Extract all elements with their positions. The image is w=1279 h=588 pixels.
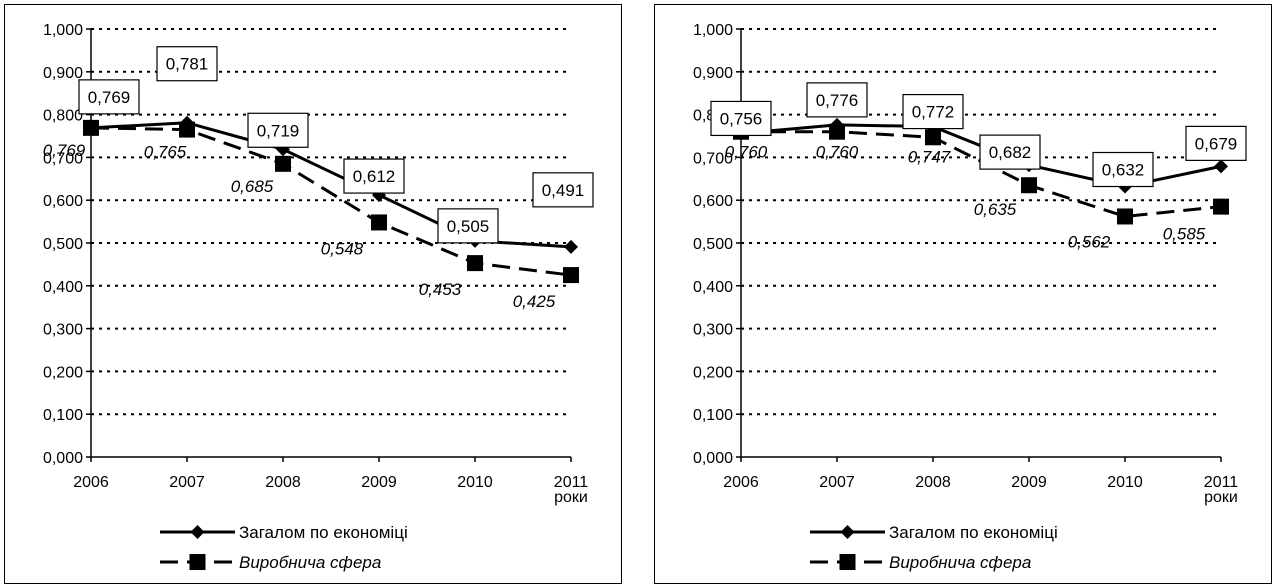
data-label-vyrobnycha-sfera: 0,585 <box>1163 225 1206 244</box>
y-tick-label: 0,200 <box>693 364 733 381</box>
x-tick-label: 2008 <box>915 474 951 491</box>
x-axis-unit-label: роки <box>554 489 588 506</box>
data-point-zahalom <box>1214 159 1228 174</box>
data-label-zahalom: 0,491 <box>542 181 585 200</box>
line-chart-right: 0,000 0,100 0,200 0,300 0,400 0,500 0,600 0,700… <box>693 22 1247 572</box>
data-label-vyrobnycha-sfera: 0,765 <box>144 143 187 162</box>
y-tick-label: 0,000 <box>43 450 83 467</box>
legend-marker-zahalom <box>840 525 855 539</box>
x-tick-label: 2008 <box>265 474 301 491</box>
data-point-vyrobnycha-sfera <box>371 214 387 231</box>
data-label-zahalom: 0,719 <box>257 121 300 140</box>
x-tick-label: 2006 <box>723 474 759 491</box>
data-label-vyrobnycha-sfera: 0,760 <box>816 143 859 162</box>
data-label-box-zahalom <box>532 172 594 208</box>
data-label-zahalom: 0,769 <box>88 88 131 107</box>
data-point-vyrobnycha-sfera <box>467 255 483 272</box>
y-tick-label: 0,000 <box>693 450 733 467</box>
data-point-vyrobnycha-sfera <box>1117 208 1133 225</box>
data-point-zahalom <box>84 120 98 135</box>
data-label-zahalom: 0,632 <box>1102 161 1145 180</box>
data-point-zahalom <box>830 117 844 132</box>
y-tick-label: 0,600 <box>43 193 83 210</box>
y-tick-label: 0,100 <box>693 407 733 424</box>
data-point-vyrobnycha-sfera <box>925 129 941 146</box>
legend-marker-zahalom <box>190 525 205 539</box>
y-tick-label: 0,900 <box>43 65 83 82</box>
legend-label-zahalom: Загалом по економіці <box>239 523 408 542</box>
y-tick-label: 0,500 <box>693 236 733 253</box>
data-label-zahalom: 0,772 <box>912 103 955 122</box>
data-label-box-zahalom <box>1092 151 1154 188</box>
legend-label-vyrobnycha-sfera: Виробнича сфера <box>889 553 1031 572</box>
x-tick-label: 2010 <box>457 474 493 491</box>
data-point-vyrobnycha-sfera <box>275 155 291 172</box>
y-tick-label: 0,500 <box>43 236 83 253</box>
data-label-box-zahalom <box>1185 125 1247 161</box>
data-label-box-zahalom <box>806 82 868 118</box>
data-label-box-zahalom <box>156 46 218 82</box>
data-point-vyrobnycha-sfera <box>563 267 579 284</box>
legend-marker-vyrobnycha-sfera <box>189 554 206 570</box>
data-label-vyrobnycha-sfera: 0,769 <box>43 141 86 160</box>
y-tick-label: 0,400 <box>43 279 83 296</box>
y-tick-label: 0,800 <box>43 108 83 125</box>
y-tick-label: 1,000 <box>43 22 83 39</box>
y-tick-label: 0,300 <box>43 322 83 339</box>
data-label-vyrobnycha-sfera: 0,685 <box>231 177 274 196</box>
data-label-box-zahalom <box>247 112 309 148</box>
data-point-zahalom <box>180 115 194 130</box>
y-tick-label: 1,000 <box>693 22 733 39</box>
data-label-vyrobnycha-sfera: 0,635 <box>974 200 1017 219</box>
data-label-vyrobnycha-sfera: 0,453 <box>419 280 462 299</box>
data-label-vyrobnycha-sfera: 0,425 <box>513 292 556 311</box>
chart-panel-left: 0,000 0,100 0,200 0,300 0,400 0,500 0,600 0,700… <box>4 4 622 584</box>
data-label-vyrobnycha-sfera: 0,760 <box>725 143 768 162</box>
data-label-box-zahalom <box>902 93 964 130</box>
series-line-zahalom <box>90 121 572 249</box>
x-tick-label: 2009 <box>361 474 397 491</box>
data-label-zahalom: 0,679 <box>1195 134 1238 153</box>
data-label-box-zahalom <box>979 134 1041 170</box>
data-label-zahalom: 0,682 <box>989 143 1032 162</box>
y-tick-label: 0,900 <box>693 65 733 82</box>
legend-label-vyrobnycha-sfera: Виробнича сфера <box>239 553 381 572</box>
series-line-vyrobnycha-sfera <box>90 126 572 277</box>
data-point-vyrobnycha-sfera <box>1213 198 1229 215</box>
data-label-vyrobnycha-sfera: 0,562 <box>1068 232 1111 251</box>
data-label-zahalom: 0,776 <box>816 91 859 110</box>
chart-panel-right: 0,000 0,100 0,200 0,300 0,400 0,500 0,600 0,700… <box>654 4 1272 584</box>
y-tick-label: 0,200 <box>43 364 83 381</box>
legend-label-zahalom: Загалом по економіці <box>889 523 1058 542</box>
x-tick-label: 2009 <box>1011 474 1047 491</box>
y-tick-label: 0,400 <box>693 279 733 296</box>
data-point-zahalom <box>564 239 578 254</box>
x-tick-label: 2006 <box>73 474 109 491</box>
data-label-vyrobnycha-sfera: 0,747 <box>908 147 951 166</box>
x-tick-label: 2011 <box>554 474 589 491</box>
data-label-zahalom: 0,612 <box>353 167 396 186</box>
data-label-box-zahalom <box>343 158 405 194</box>
y-tick-label: 0,600 <box>693 193 733 210</box>
data-label-zahalom: 0,505 <box>447 217 490 236</box>
data-label-vyrobnycha-sfera: 0,548 <box>321 239 364 258</box>
x-tick-label: 2011 <box>1204 474 1239 491</box>
data-label-box-zahalom <box>437 208 499 244</box>
data-point-vyrobnycha-sfera <box>1021 177 1037 194</box>
x-tick-label: 2010 <box>1107 474 1143 491</box>
data-label-box-zahalom <box>710 100 772 137</box>
legend-marker-vyrobnycha-sfera <box>839 554 856 570</box>
data-label-zahalom: 0,756 <box>720 109 763 128</box>
line-chart-left: 0,000 0,100 0,200 0,300 0,400 0,500 0,600 0,700… <box>43 22 594 572</box>
y-tick-label: 0,700 <box>693 150 733 167</box>
data-label-box-zahalom <box>78 79 140 115</box>
y-tick-label: 0,100 <box>43 407 83 424</box>
x-tick-label: 2007 <box>819 474 855 491</box>
y-tick-label: 0,700 <box>43 150 83 167</box>
x-axis-unit-label: роки <box>1204 489 1238 506</box>
y-tick-label: 0,300 <box>693 322 733 339</box>
x-tick-label: 2007 <box>169 474 205 491</box>
data-label-zahalom: 0,781 <box>166 55 209 74</box>
